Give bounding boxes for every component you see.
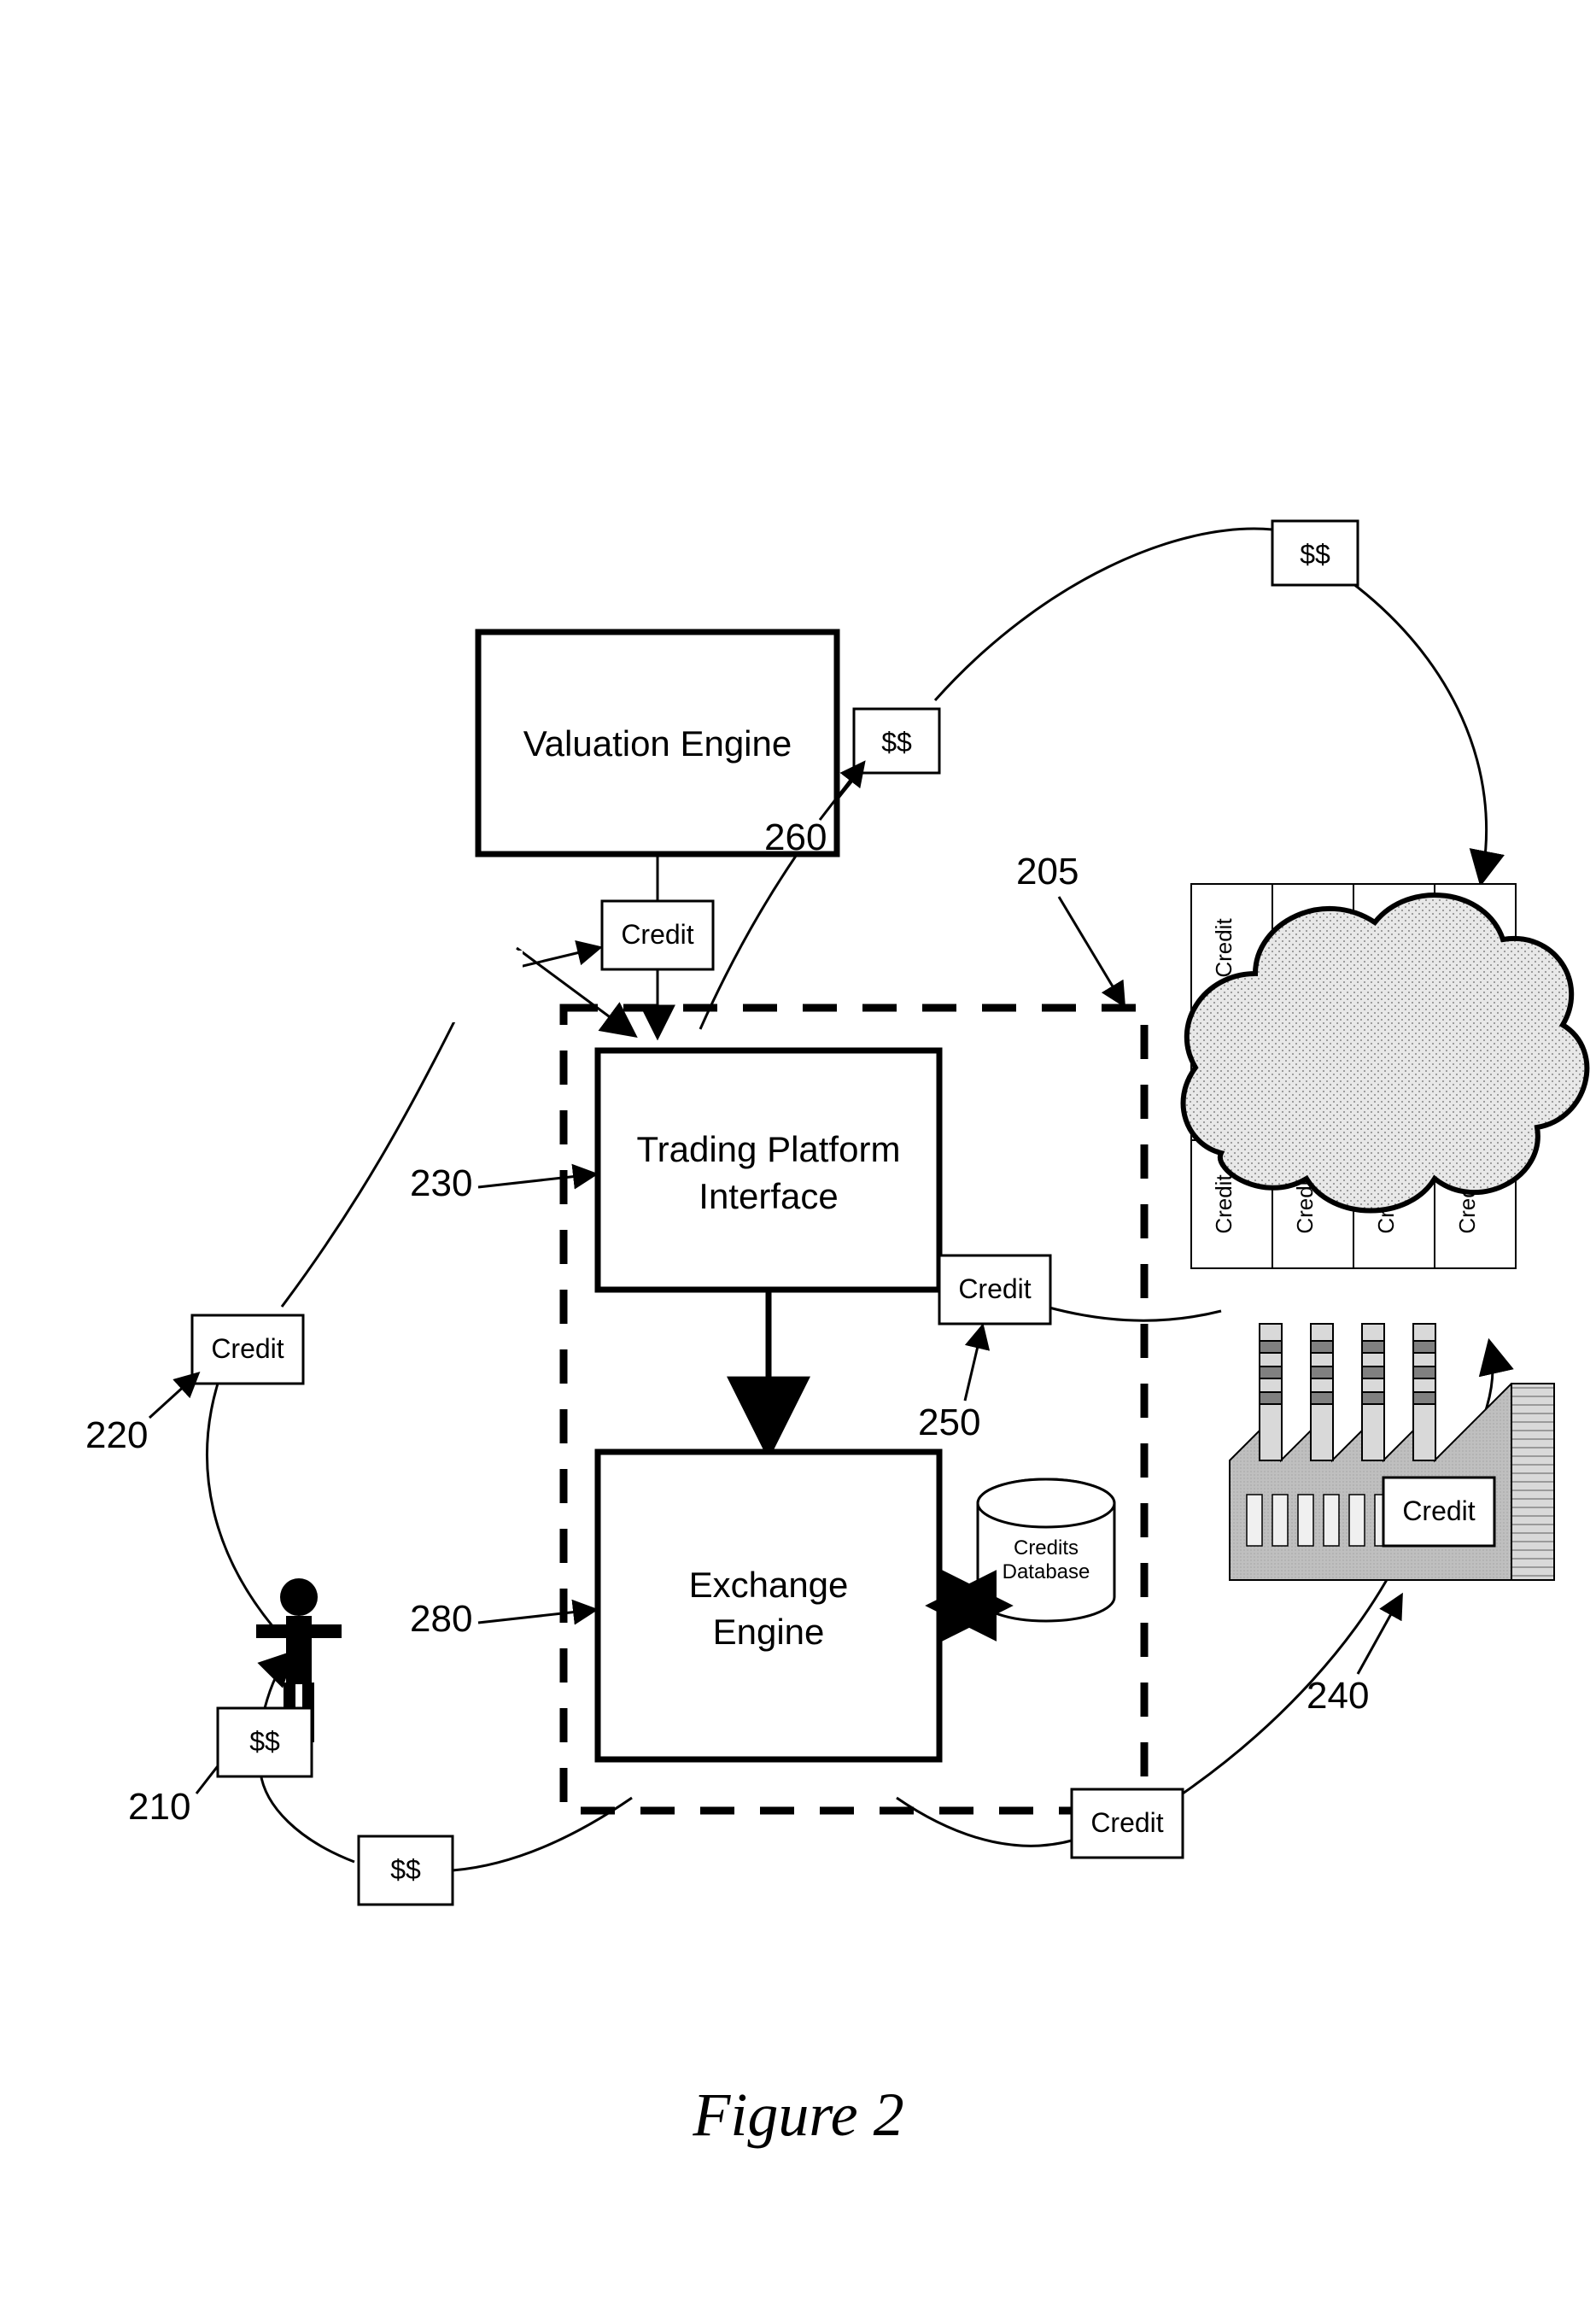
credit-lr-b-label: Credit <box>1402 1495 1475 1526</box>
ref-210: 210 <box>128 1786 190 1828</box>
money-ll-a-label: $$ <box>390 1854 421 1885</box>
ref-250: 250 <box>918 1402 980 1443</box>
ref-240-arrow <box>1358 1597 1400 1674</box>
trading-platform-label-2: Interface <box>699 1176 838 1216</box>
credit-lr-a-label: Credit <box>1090 1807 1163 1838</box>
ref-260: 260 <box>764 816 827 858</box>
money-260-label: $$ <box>881 727 912 758</box>
flow-creditA-creditB <box>1183 1554 1400 1794</box>
credits-database-label-2: Database <box>1003 1560 1090 1583</box>
flow-credit220-credit270 <box>282 1016 457 1307</box>
svg-text:Credit: Credit <box>1211 1174 1236 1234</box>
ref-220: 220 <box>85 1414 148 1456</box>
flow-moneyA-moneyB <box>260 1772 354 1862</box>
ref-250-arrow <box>965 1328 982 1401</box>
svg-text:Credit: Credit <box>1211 918 1236 978</box>
ref-280: 280 <box>410 1598 472 1640</box>
trading-platform-box <box>598 1051 939 1290</box>
ref-205: 205 <box>1016 851 1079 892</box>
ref-230-arrow <box>478 1174 593 1187</box>
trading-platform-label-1: Trading Platform <box>637 1129 901 1169</box>
flow-person-credit220 <box>208 1384 273 1627</box>
ref-240: 240 <box>1307 1675 1369 1717</box>
ref-280-arrow <box>478 1610 593 1623</box>
flow-exch-creditA <box>897 1798 1072 1846</box>
flow-moneytop-grid <box>1349 581 1487 880</box>
ref-220-arrow <box>149 1375 196 1418</box>
money-top-label: $$ <box>1300 539 1330 570</box>
ref-230: 230 <box>410 1162 472 1204</box>
credits-database-label-1: Credits <box>1014 1536 1079 1560</box>
credits-database: Credits Database <box>978 1479 1114 1621</box>
credit-220-label: Credit <box>211 1333 284 1364</box>
figure-caption: Figure 2 <box>692 2081 903 2149</box>
flow-money260-moneytop <box>935 529 1272 700</box>
money-ll-b-label: $$ <box>249 1726 280 1757</box>
credit-under-valuation-label: Credit <box>621 919 693 950</box>
exchange-engine-label-2: Engine <box>713 1612 825 1652</box>
flow-grid-credit250 <box>1046 1307 1221 1320</box>
exchange-engine-box <box>598 1452 939 1759</box>
valuation-engine-label: Valuation Engine <box>523 723 792 764</box>
credit-250-label: Credit <box>958 1273 1031 1304</box>
ref-205-arrow <box>1059 897 1123 1004</box>
exchange-engine-label-1: Exchange <box>689 1565 849 1605</box>
